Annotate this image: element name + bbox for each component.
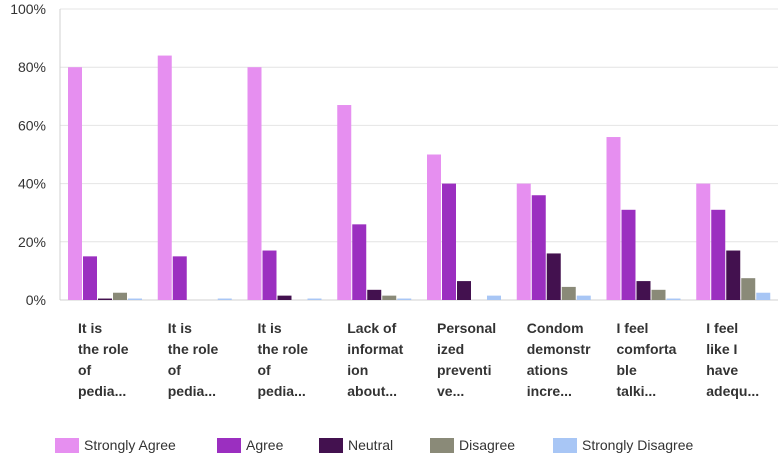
bar-neutral [636,281,651,300]
category-label: It is the role of pedia... [168,320,219,399]
bar-strongly-agree [696,183,711,300]
bar-agree [531,195,546,300]
category-label: Lack of informat ion about... [347,320,403,399]
bar-neutral [546,253,561,300]
bar-disagree [741,278,756,300]
legend-label: Agree [246,437,284,453]
legend-label: Neutral [348,437,393,453]
bar-strongly-disagree [576,295,591,300]
category-label-line: the role [78,341,129,357]
bar-strongly-disagree [487,295,501,300]
bar-agree [442,183,456,300]
bar-agree [172,256,187,300]
bar-agree [711,209,726,300]
legend-swatch [553,438,577,453]
category-label-line: Personal [437,320,496,336]
bar-strongly-agree [68,67,82,300]
bar-strongly-agree [247,67,262,300]
category-label-line: ion [347,362,368,378]
bar-strongly-agree [606,137,621,300]
legend-label: Disagree [459,437,515,453]
legend: Strongly Agree Agree Neutral Disagree Strong… [55,437,693,453]
category-label-line: informat [347,341,403,357]
bar-disagree [382,295,397,300]
category-label: I feel comforta ble talki... [617,320,677,399]
category-label-line: It is [258,320,282,336]
category-label-line: of [78,362,92,378]
bars [68,55,771,301]
bar-agree [262,250,277,300]
category-label-line: like I [706,341,737,357]
y-tick-label: 0% [26,292,46,308]
category-label-line: pedia... [168,383,216,399]
category-label: It is the role of pedia... [258,320,309,399]
bar-neutral [457,281,471,300]
bar-neutral [277,295,292,300]
category-label-line: Condom [527,320,584,336]
y-tick-label: 100% [10,1,46,17]
legend-label: Strongly Disagree [582,437,693,453]
category-label-line: the role [258,341,309,357]
category-label-line: preventi [437,362,491,378]
category-label-line: the role [168,341,219,357]
legend-swatch [55,438,79,453]
category-label-line: I feel [617,320,649,336]
category-label: Personal ized preventi ve... [437,320,496,399]
x-axis-labels: It is the role of pedia... It is the role of pe… [78,320,759,399]
y-axis: 0% 20% 40% 60% 80% 100% [10,1,778,308]
legend-swatch [319,438,343,453]
bar-strongly-agree [157,55,172,301]
bar-agree [621,209,636,300]
category-label-line: It is [78,320,102,336]
y-tick-label: 20% [18,234,46,250]
bar-disagree [113,292,127,300]
bar-disagree [651,289,666,300]
category-label-line: It is [168,320,192,336]
bar-agree [83,256,97,300]
bar-neutral [98,298,112,300]
bar-neutral [726,250,741,300]
category-label-line: ations [527,362,568,378]
category-label-line: ve... [437,383,464,399]
legend-swatch [430,438,454,453]
category-label-line: ized [437,341,464,357]
bar-strongly-agree [337,105,352,300]
category-label-line: of [258,362,272,378]
bar-strongly-disagree [666,298,681,300]
category-label-line: of [168,362,182,378]
bar-agree [352,224,367,300]
category-label-line: demonstr [527,341,591,357]
bar-strongly-disagree [397,298,412,300]
bar-strongly-disagree [217,298,232,300]
bar-strongly-disagree [756,292,771,300]
category-label-line: comforta [617,341,677,357]
category-label-line: adequ... [706,383,759,399]
category-label-line: I feel [706,320,738,336]
category-label: Condom demonstr ations incre... [527,320,591,399]
category-label-line: incre... [527,383,572,399]
bar-neutral [367,289,382,300]
y-tick-label: 80% [18,59,46,75]
bar-strongly-agree [516,183,531,300]
legend-label: Strongly Agree [84,437,176,453]
category-label-line: talki... [617,383,657,399]
bar-strongly-agree [427,154,441,300]
category-label-line: Lack of [347,320,396,336]
category-label-line: about... [347,383,397,399]
category-label: It is the role of pedia... [78,320,129,399]
y-tick-label: 40% [18,176,46,192]
bar-strongly-disagree [307,298,322,300]
category-label-line: pedia... [258,383,306,399]
bar-disagree [561,286,576,300]
bar-strongly-disagree [128,298,142,300]
legend-swatch [217,438,241,453]
category-label-line: have [706,362,738,378]
category-label: I feel like I have adequ... [706,320,759,399]
y-tick-label: 60% [18,117,46,133]
category-label-line: ble [617,362,637,378]
category-label-line: pedia... [78,383,126,399]
